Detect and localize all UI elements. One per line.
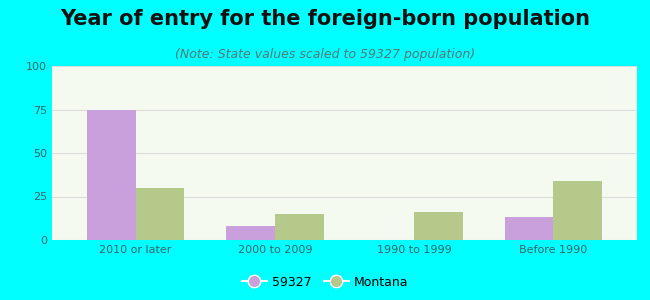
Bar [414,212,463,240]
Legend: 59327, Montana: 59327, Montana [237,271,413,294]
Bar [226,226,275,240]
Bar [504,218,553,240]
Text: (Note: State values scaled to 59327 population): (Note: State values scaled to 59327 popu… [175,48,475,61]
Text: Year of entry for the foreign-born population: Year of entry for the foreign-born popul… [60,9,590,29]
Bar [87,110,136,240]
Bar [553,181,602,240]
Bar [275,214,324,240]
Bar [136,188,185,240]
